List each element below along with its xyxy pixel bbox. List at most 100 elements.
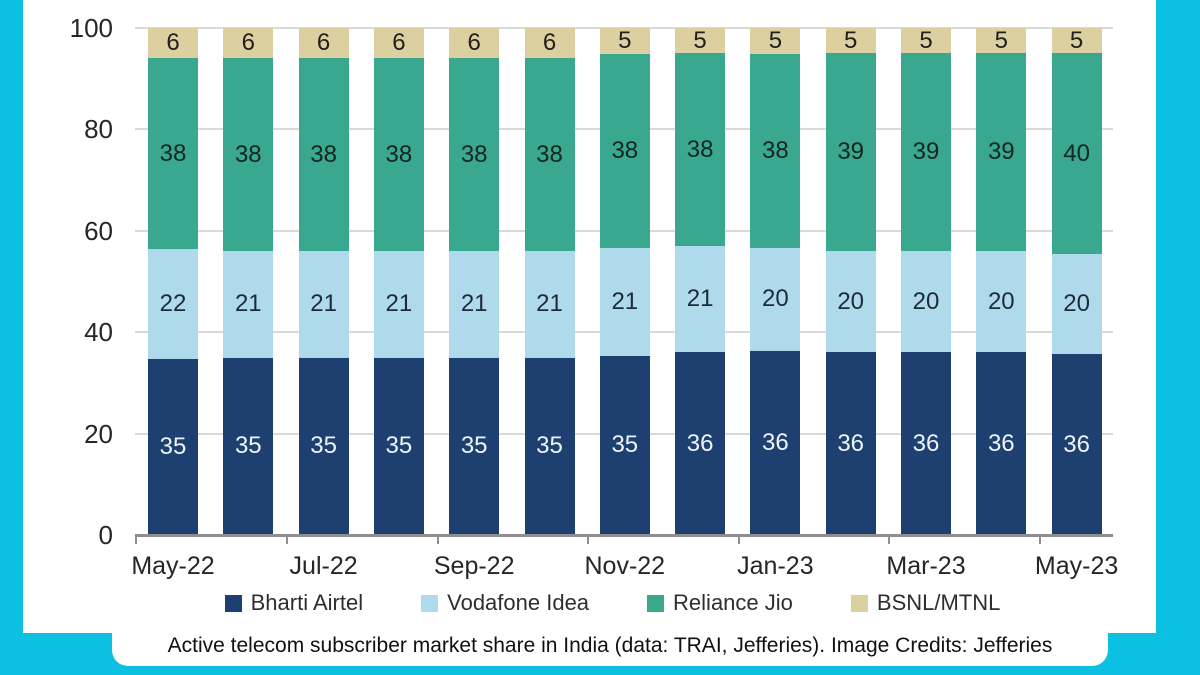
bar-value-label: 6	[166, 29, 180, 57]
bar-value-label: 38	[159, 139, 187, 167]
y-tick-label: 80	[84, 114, 113, 145]
bar-value-label: 35	[536, 432, 563, 460]
bar-value-label: 5	[844, 26, 858, 54]
x-tick-label: Nov-22	[584, 552, 666, 580]
segment-bsnl-mtnl: 5	[750, 26, 801, 54]
bar-value-label: 21	[310, 290, 337, 318]
legend-item: Bharti Airtel	[224, 590, 364, 616]
stacked-bar: 36 21 38 5	[675, 26, 726, 535]
segment-bharti-airtel: 36	[750, 350, 801, 535]
segment-bharti-airtel: 35	[449, 357, 500, 535]
segment-reliance-jio: 38	[148, 58, 198, 249]
segment-bsnl-mtnl: 6	[298, 28, 349, 59]
bar-value-label: 20	[762, 285, 789, 313]
x-axis-tick	[285, 535, 288, 544]
bar-value-label: 21	[686, 285, 714, 313]
segment-bharti-airtel: 36	[675, 352, 726, 535]
segment-bharti-airtel: 36	[1051, 354, 1102, 535]
bar-value-label: 5	[693, 26, 707, 54]
legend-item: Reliance Jio	[647, 590, 793, 616]
bar-value-label: 5	[994, 26, 1008, 54]
segment-bharti-airtel: 35	[148, 359, 198, 535]
stacked-bar: 35 21 38 6	[373, 28, 424, 535]
bar-value-label: 36	[912, 429, 940, 457]
segment-reliance-jio: 38	[750, 53, 801, 249]
segment-vodafone-idea: 20	[901, 251, 951, 353]
bar-value-label: 5	[618, 26, 632, 54]
segment-bsnl-mtnl: 6	[524, 28, 575, 59]
bar-value-label: 39	[837, 138, 865, 166]
bar-value-label: 38	[460, 140, 488, 168]
segment-bsnl-mtnl: 5	[599, 26, 650, 54]
bar-value-label: 6	[542, 29, 557, 57]
y-tick-label: 60	[84, 215, 113, 246]
segment-reliance-jio: 39	[825, 53, 876, 252]
gridline	[135, 27, 1113, 29]
bar-value-label: 35	[159, 433, 187, 461]
legend-item: Vodafone Idea	[421, 590, 589, 616]
bar-value-label: 6	[392, 29, 406, 57]
segment-bsnl-mtnl: 6	[223, 28, 274, 59]
legend-swatch	[421, 594, 439, 612]
bar-value-label: 39	[912, 138, 940, 166]
y-tick-label: 40	[84, 317, 113, 348]
bar-value-label: 36	[1063, 430, 1090, 458]
y-tick-label: 100	[69, 13, 113, 43]
x-tick-label: Jan-23	[737, 552, 814, 580]
segment-vodafone-idea: 20	[1051, 253, 1102, 355]
bar-value-label: 6	[241, 29, 255, 57]
bar-value-label: 36	[987, 429, 1015, 457]
legend: Bharti Airtel Vodafone Idea Reliance Jio BS…	[112, 588, 1113, 618]
x-axis-tick	[888, 535, 891, 544]
y-tick-label: 0	[98, 520, 113, 550]
x-axis-tick	[737, 535, 740, 544]
x-tick-label: Jul-22	[289, 552, 358, 580]
segment-bsnl-mtnl: 5	[976, 26, 1027, 54]
plot-area: 0 20 40 60 80 100 35 22 38 6 35 21 38 6 35 21 38 6 35 21 38 6…	[23, 0, 1156, 633]
x-axis-tick	[135, 535, 138, 544]
bar-value-label: 21	[611, 288, 639, 315]
bar-value-label: 38	[234, 140, 262, 168]
bar-value-label: 21	[536, 290, 563, 318]
bar-value-label: 38	[686, 135, 714, 163]
legend-label: BSNL/MTNL	[876, 590, 1001, 615]
segment-bsnl-mtnl: 6	[148, 28, 198, 59]
bar-value-label: 36	[686, 429, 714, 457]
x-tick-label: Sep-22	[433, 552, 515, 580]
bar-value-label: 38	[611, 136, 639, 164]
segment-bharti-airtel: 35	[223, 357, 274, 535]
segment-vodafone-idea: 21	[449, 251, 500, 358]
segment-reliance-jio: 38	[524, 58, 575, 252]
stacked-bar: 35 21 38 6	[223, 28, 274, 535]
segment-reliance-jio: 38	[675, 53, 726, 247]
x-axis-tick	[436, 535, 439, 544]
segment-bsnl-mtnl: 5	[1051, 28, 1102, 54]
bar-value-label: 38	[762, 136, 789, 164]
x-axis-line	[135, 534, 1113, 537]
segment-vodafone-idea: 21	[223, 251, 274, 358]
chart-image: 0 20 40 60 80 100 35 22 38 6 35 21 38 6 35 21 38 6 35 21 38 6…	[23, 0, 1156, 633]
bar-value-label: 5	[768, 26, 783, 54]
bar-value-label: 39	[987, 138, 1015, 166]
segment-bharti-airtel: 36	[976, 352, 1027, 535]
segment-reliance-jio: 39	[976, 53, 1027, 252]
bar-value-label: 35	[460, 432, 488, 460]
x-tick-label: May-23	[1034, 552, 1119, 580]
segment-bharti-airtel: 35	[298, 357, 349, 535]
legend-label: Bharti Airtel	[250, 590, 364, 615]
bar-value-label: 38	[536, 140, 563, 168]
segment-vodafone-idea: 21	[599, 248, 650, 356]
segment-bharti-airtel: 35	[599, 355, 650, 535]
segment-vodafone-idea: 21	[675, 246, 726, 353]
segment-bharti-airtel: 35	[373, 357, 424, 535]
bar-value-label: 36	[837, 429, 865, 457]
legend-item: BSNL/MTNL	[850, 590, 1001, 616]
segment-bharti-airtel: 35	[524, 357, 575, 535]
legend-swatch	[850, 594, 868, 612]
bar-value-label: 20	[912, 287, 940, 315]
x-axis-tick	[1038, 535, 1041, 544]
segment-bsnl-mtnl: 5	[825, 26, 876, 54]
segment-bsnl-mtnl: 6	[373, 28, 424, 59]
bar-value-label: 35	[234, 432, 262, 460]
